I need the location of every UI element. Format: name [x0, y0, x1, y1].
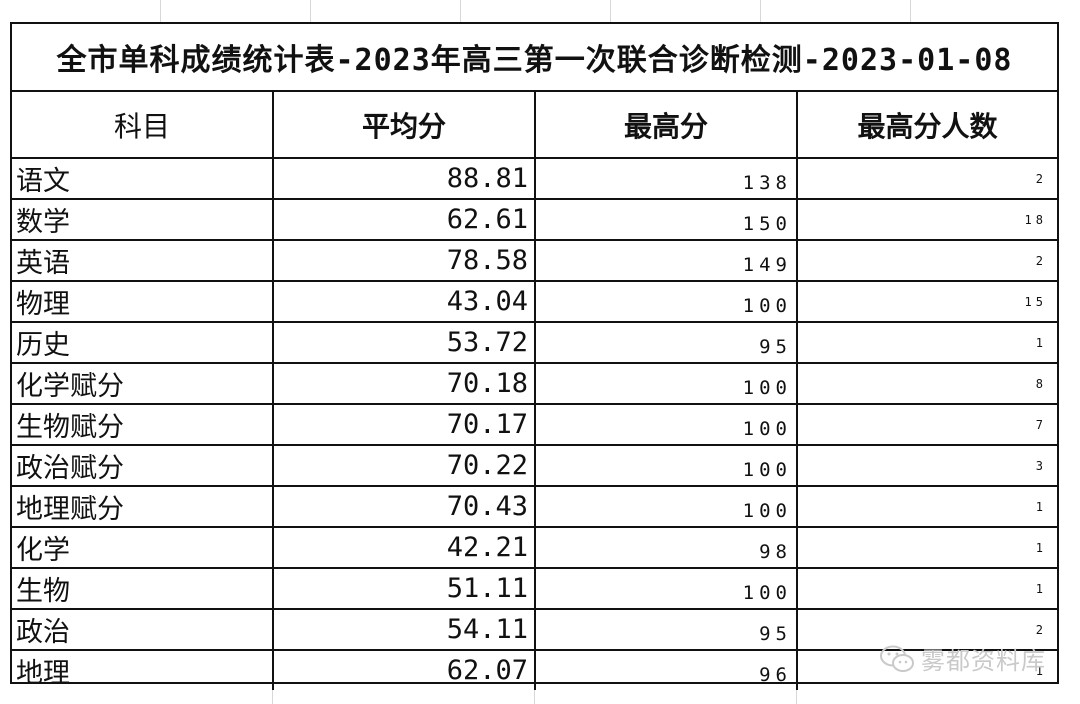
- header-max-count: 最高分人数: [796, 92, 1057, 159]
- table-row: 地理 62.07 96 1: [12, 648, 1057, 691]
- wechat-icon: [880, 645, 914, 672]
- max-count-cell: 2: [796, 608, 1057, 651]
- subject-cell: 地理: [12, 648, 274, 691]
- max-cell: 100: [534, 444, 798, 487]
- score-table: 科目 平均分 最高分 最高分人数 语文 88.81 138 2 数学 62.61 150 18…: [12, 92, 1057, 691]
- average-cell: 88.81: [272, 157, 536, 200]
- table-row: 生物 51.11 100 1: [12, 567, 1057, 610]
- max-count-cell: 18: [796, 198, 1057, 241]
- max-count-cell: 2: [796, 157, 1057, 200]
- max-cell: 150: [534, 198, 798, 241]
- max-cell: 98: [534, 526, 798, 569]
- max-cell: 138: [534, 157, 798, 200]
- average-cell: 62.61: [272, 198, 536, 241]
- subject-cell: 历史: [12, 321, 274, 364]
- subject-cell: 生物: [12, 567, 274, 610]
- subject-cell: 化学赋分: [12, 362, 274, 405]
- max-count-cell: 1: [796, 526, 1057, 569]
- max-count-cell: 7: [796, 403, 1057, 446]
- watermark: 雾都资料库: [879, 641, 1046, 676]
- max-cell: 100: [534, 403, 798, 446]
- subject-cell: 地理赋分: [12, 485, 274, 528]
- max-count-cell: 15: [796, 280, 1057, 323]
- average-cell: 70.18: [272, 362, 536, 405]
- max-count-cell: 2: [796, 239, 1057, 282]
- max-cell: 96: [534, 648, 798, 691]
- table-row: 政治 54.11 95 2: [12, 608, 1057, 651]
- max-cell: 149: [534, 239, 798, 282]
- max-count-cell: 1: [796, 648, 1057, 691]
- average-cell: 62.07: [272, 648, 536, 691]
- table-row: 化学 42.21 98 1: [12, 526, 1057, 569]
- max-count-cell: 1: [796, 567, 1057, 610]
- table-row: 历史 53.72 95 1: [12, 321, 1057, 364]
- table-row: 政治赋分 70.22 100 3: [12, 444, 1057, 487]
- subject-cell: 物理: [12, 280, 274, 323]
- max-count-cell: 1: [796, 485, 1057, 528]
- max-count-cell: 8: [796, 362, 1057, 405]
- average-cell: 43.04: [272, 280, 536, 323]
- subject-cell: 政治赋分: [12, 444, 274, 487]
- score-statistics-sheet: 全市单科成绩统计表-2023年高三第一次联合诊断检测-2023-01-08 科目…: [10, 22, 1059, 691]
- header-average: 平均分: [272, 92, 536, 159]
- table-row: 化学赋分 70.18 100 8: [12, 362, 1057, 405]
- average-cell: 53.72: [272, 321, 536, 364]
- max-count-cell: 3: [796, 444, 1057, 487]
- table-row: 生物赋分 70.17 100 7: [12, 403, 1057, 446]
- average-cell: 51.11: [272, 567, 536, 610]
- max-cell: 100: [534, 485, 798, 528]
- subject-cell: 数学: [12, 198, 274, 241]
- max-count-cell: 1: [796, 321, 1057, 364]
- table-row: 物理 43.04 100 15: [12, 280, 1057, 323]
- header-subject: 科目: [12, 92, 274, 159]
- table-row: 英语 78.58 149 2: [12, 239, 1057, 282]
- subject-cell: 政治: [12, 608, 274, 651]
- header-max: 最高分: [534, 92, 798, 159]
- average-cell: 70.43: [272, 485, 536, 528]
- subject-cell: 生物赋分: [12, 403, 274, 446]
- subject-cell: 化学: [12, 526, 274, 569]
- max-cell: 95: [534, 608, 798, 651]
- max-cell: 100: [534, 280, 798, 323]
- sheet-title: 全市单科成绩统计表-2023年高三第一次联合诊断检测-2023-01-08: [12, 24, 1057, 92]
- table-row: 语文 88.81 138 2: [12, 157, 1057, 200]
- max-cell: 100: [534, 362, 798, 405]
- average-cell: 70.22: [272, 444, 536, 487]
- max-cell: 100: [534, 567, 798, 610]
- average-cell: 42.21: [272, 526, 536, 569]
- table-row: 数学 62.61 150 18: [12, 198, 1057, 241]
- watermark-text: 雾都资料库: [921, 647, 1046, 675]
- subject-cell: 语文: [12, 157, 274, 200]
- max-cell: 95: [534, 321, 798, 364]
- header-row: 科目 平均分 最高分 最高分人数: [12, 92, 1057, 159]
- subject-cell: 英语: [12, 239, 274, 282]
- average-cell: 78.58: [272, 239, 536, 282]
- average-cell: 54.11: [272, 608, 536, 651]
- average-cell: 70.17: [272, 403, 536, 446]
- table-row: 地理赋分 70.43 100 1: [12, 485, 1057, 528]
